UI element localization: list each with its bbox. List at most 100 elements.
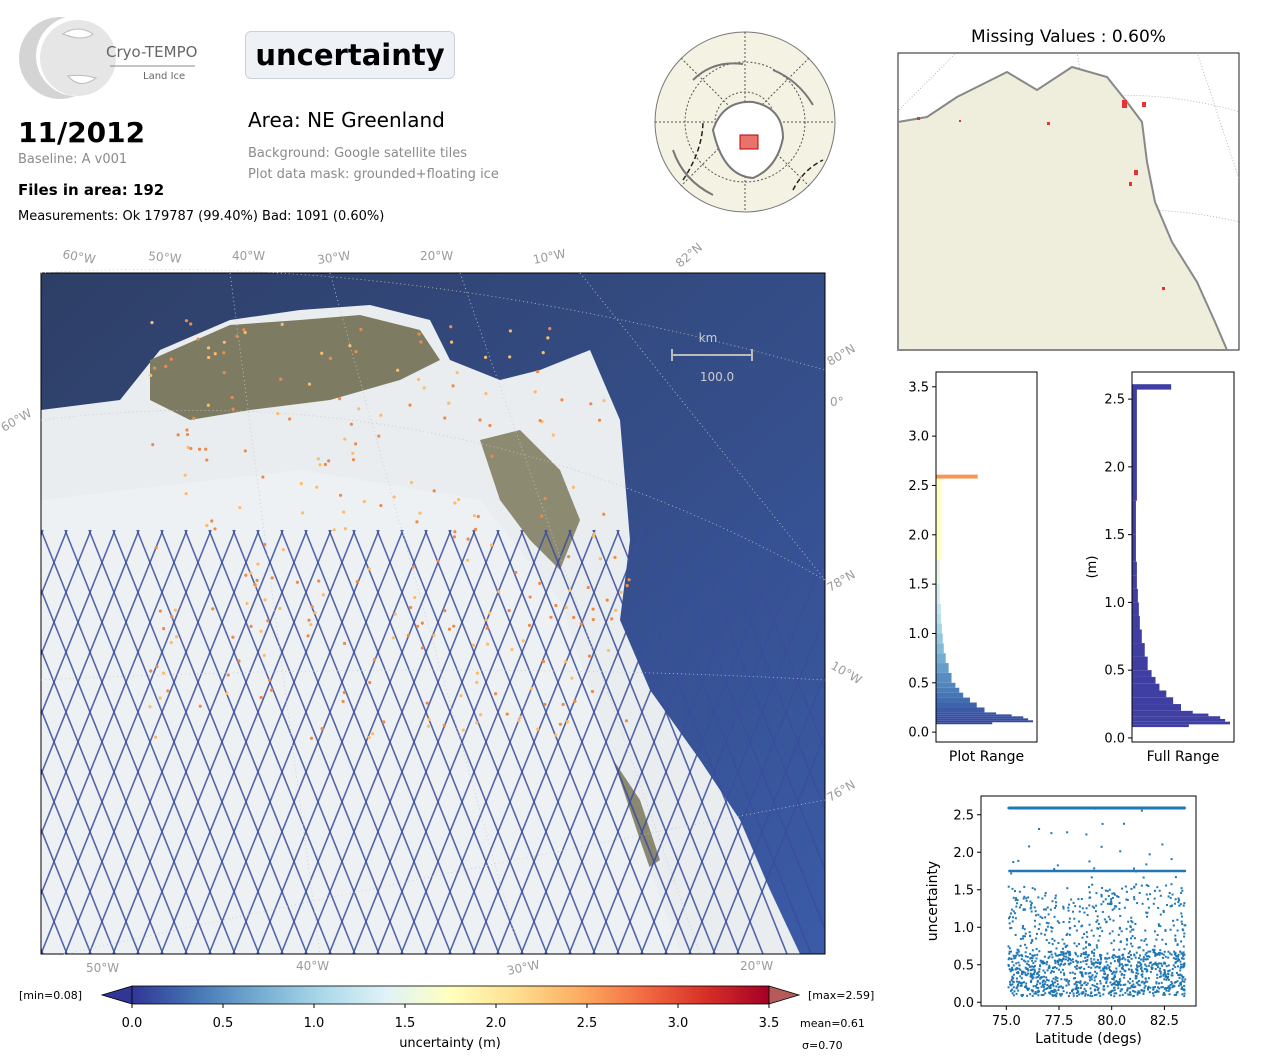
- scatter-point: [1095, 985, 1098, 988]
- swath-point: [409, 480, 414, 485]
- scatter-point: [1062, 963, 1065, 966]
- scatter-point: [1113, 995, 1116, 998]
- scatter-point: [1127, 980, 1130, 983]
- scatter-point: [1073, 942, 1076, 945]
- scatter-point: [1013, 990, 1016, 993]
- scatter-point: [1016, 977, 1019, 980]
- histogram-bar: [1132, 643, 1145, 657]
- swath-point: [382, 720, 386, 724]
- scatter-point: [1049, 990, 1052, 993]
- swath-point: [527, 623, 532, 627]
- scatter-point: [1093, 952, 1096, 955]
- scatter-point: [1036, 973, 1039, 976]
- scatter-point: [1077, 898, 1080, 901]
- histogram-tick-label: 0.0: [1104, 731, 1125, 746]
- track-line: [640, 529, 812, 954]
- scatter-point: [1031, 938, 1034, 941]
- scatter-point: [1048, 955, 1051, 958]
- swath-point: [338, 397, 342, 401]
- scatter-point: [1039, 977, 1042, 980]
- histogram-bar: [936, 692, 964, 698]
- histogram-bar: [936, 707, 985, 713]
- histogram-bar: [936, 474, 978, 479]
- swath-point: [443, 609, 447, 613]
- scatter-point: [1113, 974, 1116, 977]
- scatter-point: [1104, 978, 1107, 981]
- track-line: [160, 529, 332, 954]
- track-line: [544, 529, 716, 954]
- swath-point: [415, 624, 420, 628]
- scatter-point: [1127, 987, 1130, 990]
- scatter-point: [1120, 973, 1123, 976]
- swath-point: [613, 555, 617, 560]
- scatter-point: [1102, 993, 1105, 996]
- scatter-point: [1084, 951, 1087, 954]
- scatter-point: [1043, 933, 1046, 936]
- scatter-point: [1019, 968, 1022, 971]
- swath-point: [149, 669, 153, 673]
- scatter-point: [1036, 983, 1039, 986]
- scatter-point: [1020, 953, 1023, 956]
- scatter-point: [1162, 956, 1165, 959]
- scatter-point: [1034, 985, 1037, 988]
- scatter-point: [1093, 976, 1096, 979]
- scatter-point: [1008, 922, 1011, 925]
- scatter-point: [1017, 859, 1020, 862]
- scatter-point: [1019, 937, 1022, 940]
- track-line: [41, 946, 44, 954]
- scatter-point: [1112, 978, 1115, 981]
- scatter-point: [1144, 984, 1147, 987]
- scatter-point: [1012, 954, 1015, 957]
- scatter-point: [1103, 967, 1106, 970]
- swath-point: [309, 622, 313, 627]
- scatter-point: [1045, 987, 1048, 990]
- scatter-point: [1172, 964, 1175, 967]
- scatter-point: [1113, 986, 1116, 989]
- scatter-point: [1061, 986, 1064, 989]
- scatter-point: [1169, 905, 1172, 908]
- scatter-point: [1063, 972, 1066, 975]
- track-line: [112, 529, 284, 954]
- scatter-point: [1080, 953, 1083, 956]
- scatter-point: [1029, 900, 1032, 903]
- swath-point: [466, 537, 470, 541]
- scatter-point: [1085, 953, 1088, 956]
- scatter-point: [1074, 972, 1077, 975]
- scatter-point: [1131, 928, 1134, 931]
- swath-point: [332, 528, 336, 532]
- scatter-point: [1130, 916, 1133, 919]
- scatter-point: [1160, 952, 1163, 955]
- scatter-point: [1037, 913, 1040, 916]
- scatter-point: [1172, 919, 1175, 922]
- scatter-point: [1039, 982, 1042, 985]
- scatter-point: [1045, 963, 1048, 966]
- swath-point: [189, 322, 193, 326]
- scatter-point: [1174, 938, 1177, 941]
- scatter-point: [1122, 953, 1125, 956]
- scatter-point: [1170, 974, 1173, 977]
- scatter-point: [1167, 895, 1170, 898]
- scatter-point: [1159, 975, 1162, 978]
- track-line: [41, 529, 212, 954]
- scatter-point: [1062, 920, 1065, 923]
- colorbar-tick-label: 3.5: [759, 1016, 780, 1031]
- swath-point: [419, 340, 423, 344]
- scatter-point: [1032, 976, 1035, 979]
- swath-point: [479, 713, 483, 717]
- scatter-point: [1095, 972, 1098, 975]
- histogram-bar: [1132, 724, 1189, 728]
- scatter-point: [1133, 885, 1136, 888]
- scatter-point: [1082, 991, 1085, 994]
- scatter-point: [1149, 961, 1152, 964]
- scatter-point: [1084, 946, 1087, 949]
- swath-point: [493, 692, 498, 696]
- swath-point: [408, 403, 412, 407]
- scatter-point: [1027, 960, 1030, 963]
- scatter-point: [1066, 831, 1069, 834]
- scatter-point: [1030, 906, 1033, 909]
- swath-point: [461, 728, 465, 732]
- scatter-point: [1181, 889, 1184, 892]
- scatter-point: [1112, 939, 1115, 942]
- scatter-point: [1182, 945, 1185, 948]
- scatter-point: [1170, 904, 1173, 907]
